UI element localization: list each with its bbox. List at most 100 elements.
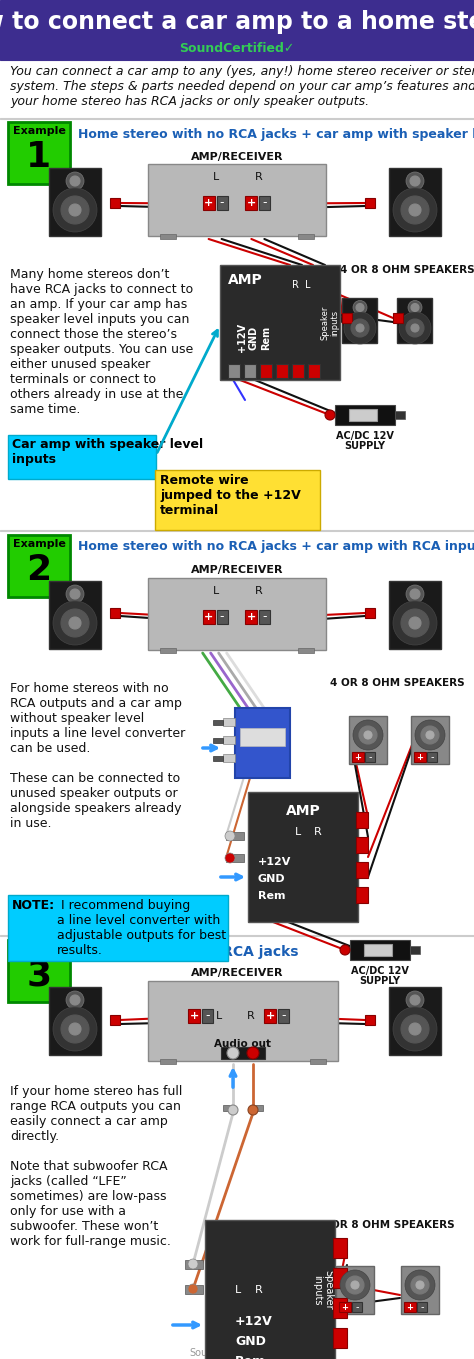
Bar: [298, 234, 314, 239]
Bar: [411, 716, 449, 764]
Text: +: +: [204, 612, 213, 621]
Text: SUPPLY: SUPPLY: [345, 442, 385, 451]
Text: AC/DC 12V: AC/DC 12V: [351, 966, 409, 976]
Text: L: L: [305, 280, 311, 289]
Circle shape: [70, 177, 80, 186]
Circle shape: [426, 731, 434, 739]
Bar: [365, 752, 375, 762]
Bar: [223, 754, 235, 762]
Bar: [335, 405, 395, 425]
Circle shape: [53, 188, 97, 232]
Bar: [427, 752, 437, 762]
Circle shape: [225, 830, 235, 841]
Text: L: L: [212, 586, 219, 597]
Text: -: -: [219, 196, 224, 209]
Circle shape: [247, 1046, 259, 1059]
Text: AMP/RECEIVER: AMP/RECEIVER: [191, 968, 283, 978]
Text: GND: GND: [235, 1335, 266, 1348]
Text: L: L: [164, 1263, 170, 1272]
Bar: [343, 298, 377, 342]
Bar: [203, 196, 215, 209]
Circle shape: [356, 323, 364, 332]
Text: +: +: [355, 753, 362, 761]
Bar: [235, 708, 290, 777]
Text: -: -: [430, 752, 434, 762]
Circle shape: [409, 204, 421, 216]
Bar: [8, 122, 70, 183]
Circle shape: [401, 609, 429, 637]
Circle shape: [344, 313, 376, 344]
Bar: [259, 610, 270, 624]
Bar: [202, 1008, 213, 1023]
Circle shape: [340, 945, 350, 955]
Bar: [259, 196, 270, 209]
Bar: [260, 364, 272, 378]
Bar: [278, 1008, 289, 1023]
Bar: [203, 610, 215, 624]
Bar: [205, 1220, 335, 1359]
Text: Speaker
inputs: Speaker inputs: [320, 306, 340, 340]
Bar: [244, 364, 256, 378]
Bar: [213, 720, 223, 724]
Bar: [352, 1302, 362, 1311]
Circle shape: [228, 1105, 238, 1114]
Text: I recommend buying
a line level converter with
adjustable outputs for best
resul: I recommend buying a line level converte…: [57, 900, 226, 957]
Text: Car amp with speaker level
inputs: Car amp with speaker level inputs: [12, 438, 203, 466]
Text: L: L: [295, 828, 301, 837]
Circle shape: [225, 853, 235, 863]
Bar: [342, 313, 352, 323]
Bar: [364, 945, 392, 955]
Circle shape: [364, 731, 372, 739]
Circle shape: [399, 313, 431, 344]
Bar: [414, 752, 426, 762]
Bar: [0, 0, 474, 60]
Bar: [276, 364, 288, 378]
Bar: [298, 648, 314, 654]
Text: 3: 3: [27, 958, 52, 992]
Text: Home stereo with no RCA jacks + car amp with speaker level inputs: Home stereo with no RCA jacks + car amp …: [78, 128, 474, 141]
Bar: [226, 832, 244, 840]
Text: You can connect a car amp to any (yes, any!) home stereo receiver or stereo
syst: You can connect a car amp to any (yes, a…: [10, 65, 474, 107]
Bar: [188, 1008, 200, 1023]
Circle shape: [325, 410, 335, 420]
Bar: [336, 1267, 374, 1314]
Text: +12V: +12V: [237, 323, 247, 352]
Bar: [398, 298, 432, 342]
Bar: [356, 887, 368, 902]
Bar: [349, 716, 387, 764]
Bar: [49, 169, 101, 236]
Circle shape: [66, 991, 84, 1008]
Bar: [292, 364, 304, 378]
Circle shape: [421, 726, 439, 743]
Circle shape: [410, 588, 420, 599]
Text: Home stereo with no RCA jacks + car amp with RCA inputs only: Home stereo with no RCA jacks + car amp …: [78, 540, 474, 553]
Bar: [389, 987, 441, 1055]
Circle shape: [406, 991, 424, 1008]
Text: AMP/RECEIVER: AMP/RECEIVER: [191, 565, 283, 575]
Bar: [221, 1046, 265, 1059]
Bar: [148, 164, 326, 236]
Circle shape: [66, 584, 84, 603]
Circle shape: [356, 303, 364, 311]
Circle shape: [346, 1276, 364, 1294]
Text: -: -: [420, 1302, 424, 1311]
Text: L: L: [212, 173, 219, 182]
Circle shape: [393, 601, 437, 646]
Text: SoundCertified✓: SoundCertified✓: [179, 42, 295, 54]
Bar: [365, 1015, 375, 1025]
Circle shape: [359, 726, 377, 743]
Bar: [110, 198, 120, 208]
Bar: [223, 718, 235, 726]
Text: NOTE:: NOTE:: [12, 900, 55, 912]
Text: +: +: [407, 1302, 413, 1311]
Text: +12V: +12V: [235, 1316, 273, 1328]
Circle shape: [405, 1271, 435, 1301]
Circle shape: [248, 1105, 258, 1114]
Bar: [148, 981, 338, 1061]
Circle shape: [70, 995, 80, 1006]
Circle shape: [69, 1023, 81, 1036]
Bar: [148, 578, 326, 650]
Circle shape: [408, 300, 422, 314]
Circle shape: [61, 196, 89, 224]
Text: 4 OR 8 OHM SPEAKERS: 4 OR 8 OHM SPEAKERS: [320, 1220, 455, 1230]
